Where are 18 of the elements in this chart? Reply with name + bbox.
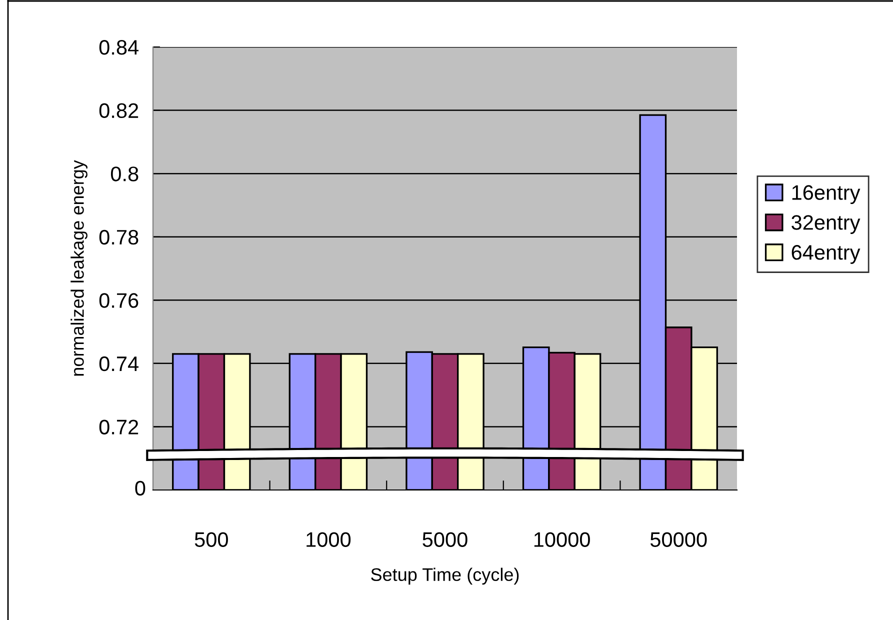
- x-tick-label: 50000: [650, 532, 707, 547]
- x-tick-label: 5000: [422, 532, 468, 547]
- y-axis-title: normalized leakage energy: [70, 160, 88, 376]
- x-tick-label: 10000: [534, 532, 590, 547]
- x-tick-label: 1000: [306, 532, 351, 547]
- legend-label: 32entry: [792, 215, 860, 234]
- legend-label: 64entry: [792, 245, 860, 264]
- y-tick-label: 0.76: [99, 293, 138, 308]
- x-tick-label: 500: [194, 532, 228, 547]
- y-tick-label: 0.8: [110, 166, 138, 182]
- legend-label: 16entry: [792, 185, 860, 204]
- y-tick-label: 0.74: [99, 356, 139, 372]
- y-tick-label: 0.78: [99, 230, 138, 245]
- y-tick-label: 0.84: [99, 40, 139, 55]
- x-axis-title: Setup Time (cycle): [371, 568, 519, 585]
- y-tick-label: 0.82: [99, 103, 138, 118]
- y-tick-label: 0.72: [99, 420, 138, 434]
- text: 0: [135, 480, 146, 496]
